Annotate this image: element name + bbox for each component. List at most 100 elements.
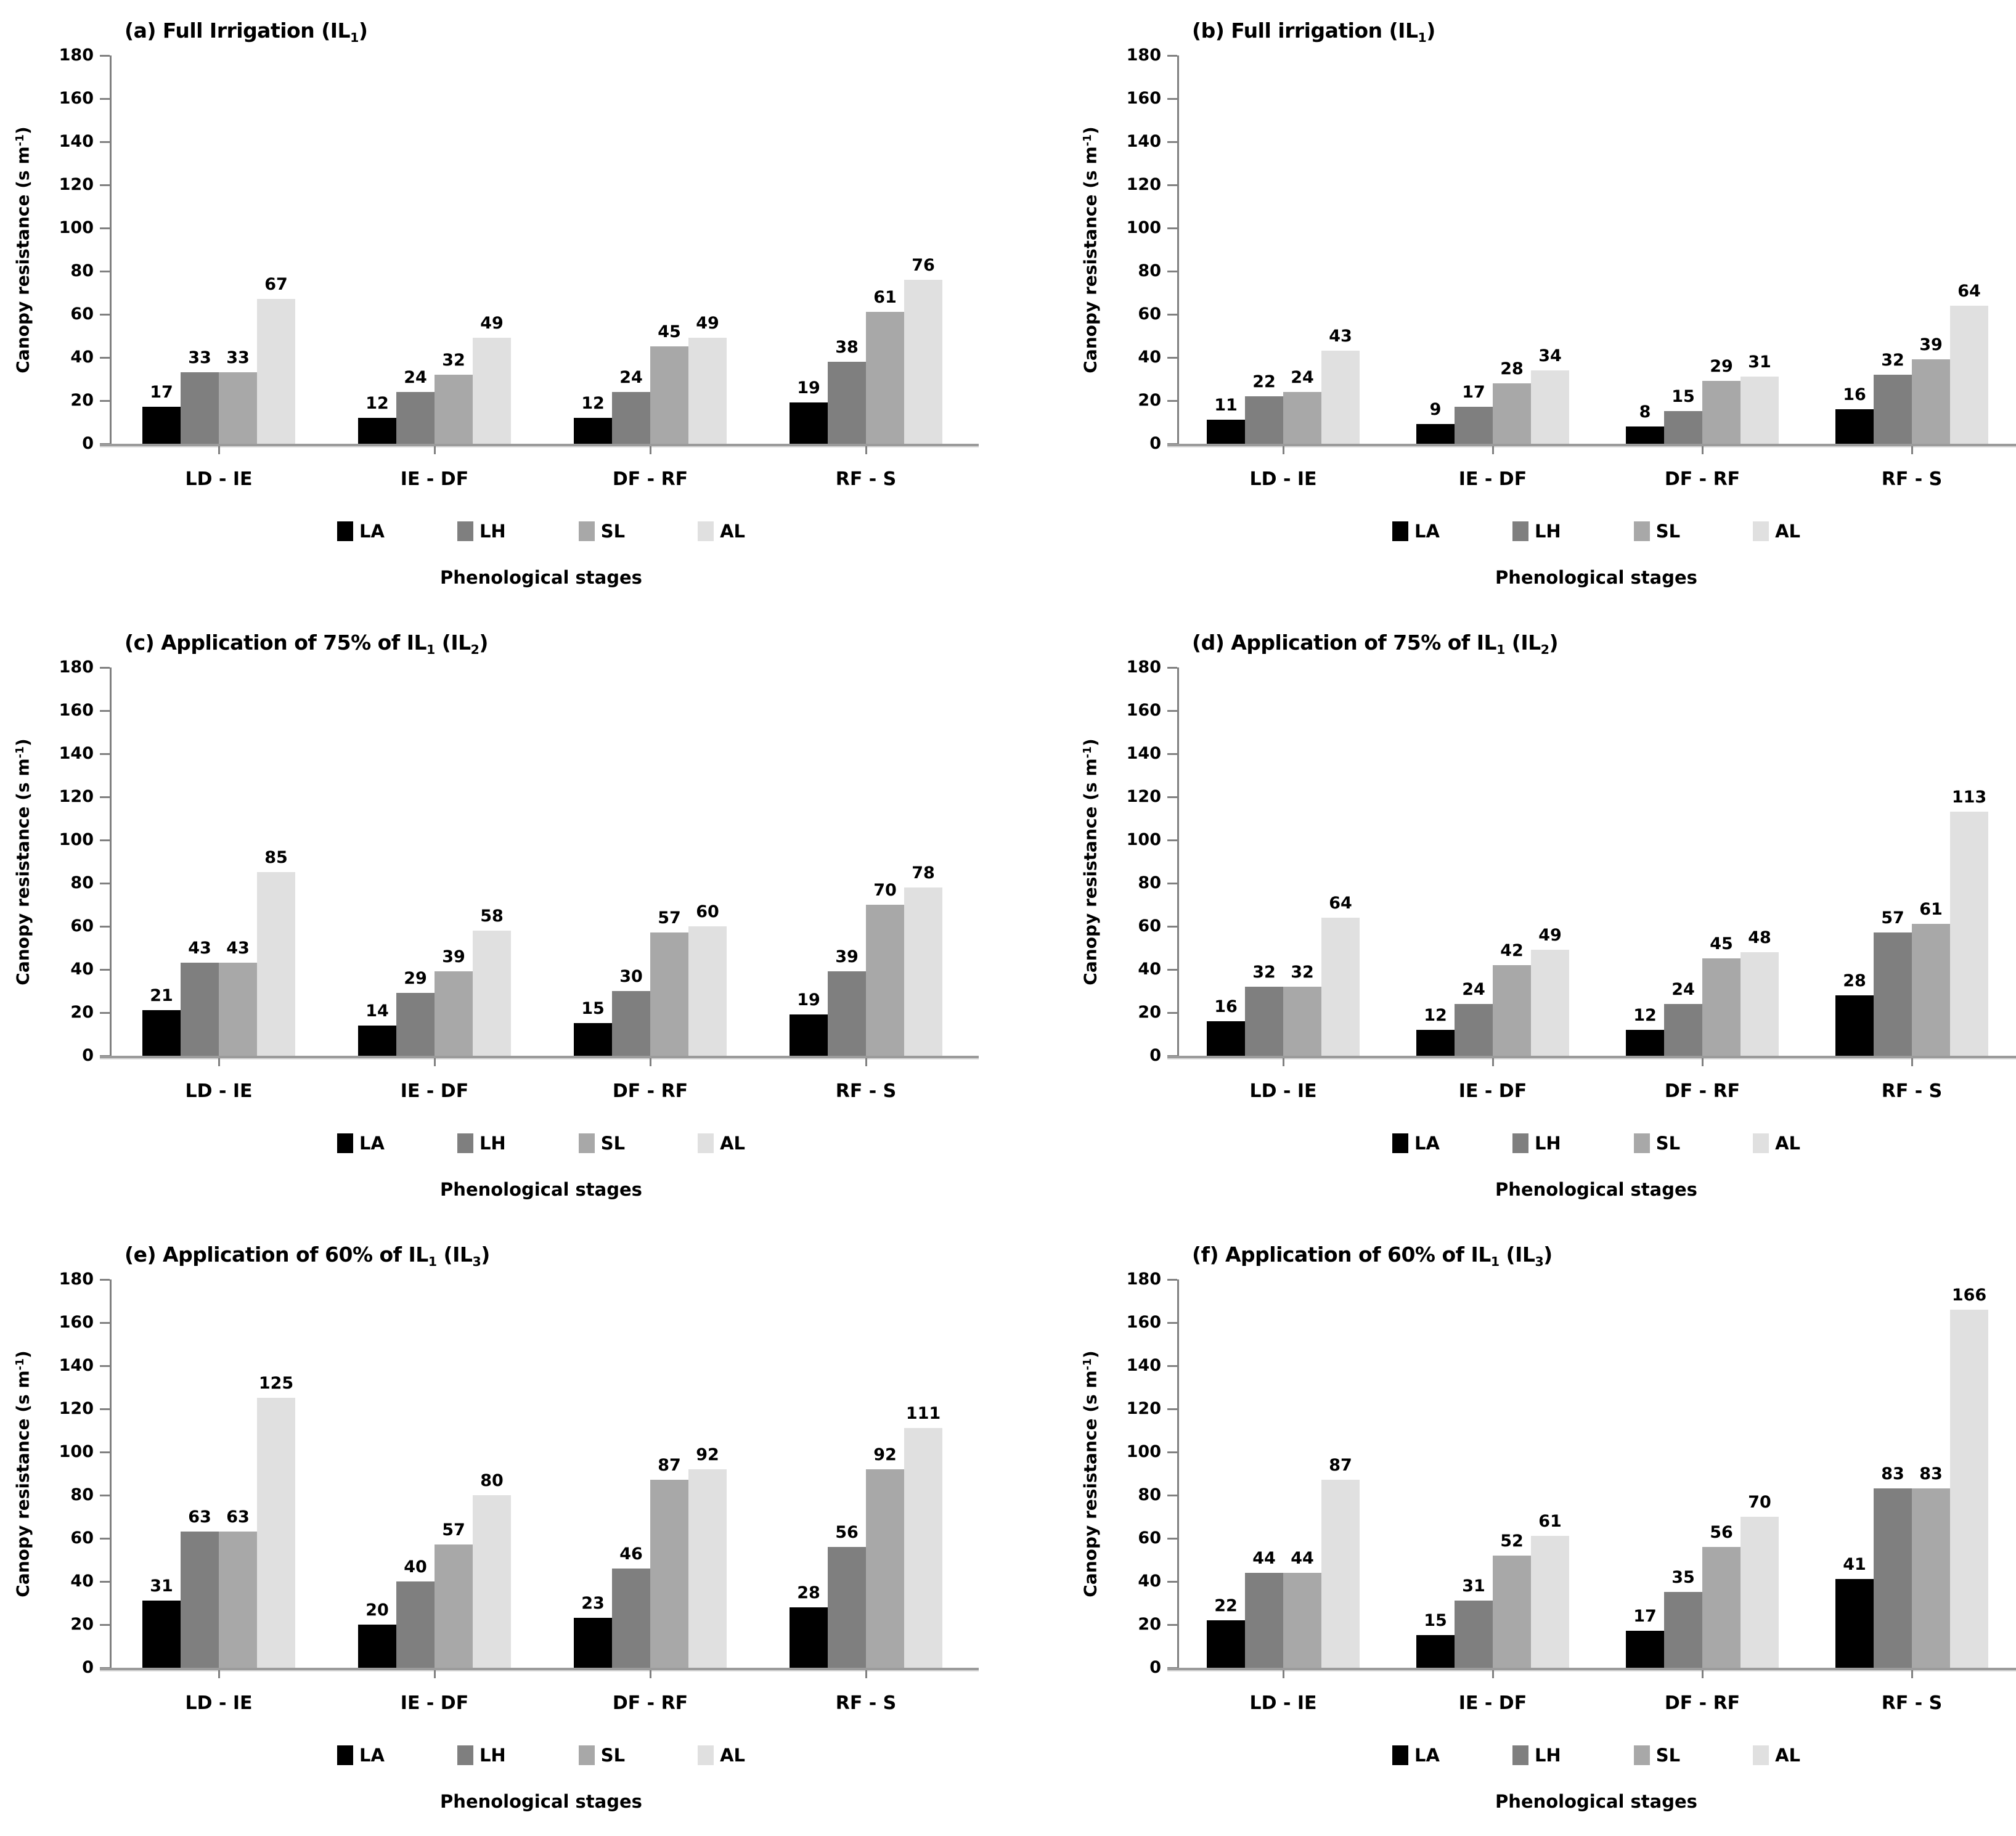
y-tick-mark	[100, 926, 110, 928]
bar-SL-0	[1283, 987, 1321, 1056]
y-axis-label: Canopy resistance (s m-1)	[1080, 126, 1101, 373]
legend-item-LH: LH	[1512, 1745, 1561, 1766]
y-tick-label: 0	[82, 434, 94, 453]
legend-swatch-LH	[1512, 1133, 1528, 1153]
x-category-label: LD - IE	[1249, 1692, 1317, 1714]
x-axis-line	[1167, 1668, 2016, 1671]
bar-LH-2	[612, 392, 650, 444]
bar-LH-1	[1455, 1004, 1493, 1056]
x-axis-title: Phenological stages	[1495, 1791, 1697, 1812]
bar-value-label: 32	[442, 351, 465, 370]
bar-LA-0	[142, 407, 181, 444]
title-supscript: -1	[1081, 1358, 1094, 1370]
y-tick-label: 120	[59, 1399, 94, 1418]
title-supscript: -1	[14, 746, 27, 758]
y-tick-label: 40	[1138, 960, 1161, 979]
legend-label-AL: AL	[1775, 521, 1800, 542]
chart-title-a: (a) Full Irrigation (IL1)	[124, 18, 368, 45]
x-tick-mark	[1911, 1670, 1913, 1678]
x-category-label: IE - DF	[400, 1080, 469, 1102]
x-category-label: LD - IE	[185, 468, 253, 490]
bar-value-label: 17	[1462, 383, 1485, 402]
bar-AL-2	[1741, 1517, 1779, 1668]
legend-swatch-AL	[1753, 1745, 1769, 1765]
legend-label-SL: SL	[600, 521, 626, 542]
bar-AL-3	[1950, 1310, 1988, 1668]
bar-LA-2	[1626, 1631, 1664, 1668]
legend-label-LH: LH	[479, 1745, 506, 1766]
y-tick-label: 60	[70, 1528, 94, 1548]
title-text-segment: (d) Application of 75% of IL	[1192, 630, 1497, 655]
legend-item-LH: LH	[1512, 521, 1561, 542]
bar-LA-0	[1207, 420, 1245, 444]
y-tick-mark	[1167, 926, 1177, 928]
title-supscript: -1	[1081, 134, 1094, 146]
bar-value-label: 28	[1500, 359, 1524, 378]
title-text-segment: (IL	[1504, 630, 1541, 655]
y-axis-line	[110, 55, 112, 444]
bar-SL-2	[1702, 1547, 1741, 1668]
bar-AL-1	[1531, 370, 1569, 444]
legend: LA LH SL AL	[110, 521, 973, 542]
x-axis-title: Phenological stages	[440, 567, 642, 588]
bar-AL-3	[904, 280, 942, 444]
legend-swatch-LA	[1392, 1745, 1408, 1765]
legend-swatch-SL	[1633, 1745, 1650, 1765]
bar-value-label: 23	[581, 1594, 605, 1613]
bar-SL-2	[650, 1480, 688, 1668]
x-category-label: RF - S	[835, 468, 897, 490]
y-tick-mark	[1167, 1538, 1177, 1540]
x-category-label: LD - IE	[185, 1080, 253, 1102]
y-tick-label: 20	[70, 391, 94, 410]
title-text-segment: )	[1426, 18, 1435, 43]
legend-item-AL: AL	[1753, 1133, 1800, 1154]
bar-LA-1	[358, 1625, 396, 1668]
x-category-label: IE - DF	[1458, 468, 1527, 490]
bar-value-label: 87	[658, 1456, 681, 1475]
y-tick-label: 40	[1138, 1572, 1161, 1591]
bar-value-label: 45	[658, 322, 681, 341]
x-tick-mark	[1492, 1058, 1494, 1066]
bar-value-label: 40	[404, 1557, 427, 1577]
y-tick-label: 80	[70, 261, 94, 280]
y-tick-label: 100	[59, 1442, 94, 1461]
x-category-label: IE - DF	[1458, 1692, 1527, 1714]
legend: LA LH SL AL	[110, 1133, 973, 1154]
y-axis-label-box: Canopy resistance (s m-1)	[1074, 1279, 1107, 1668]
title-subscript: 2	[470, 642, 480, 658]
y-tick-label: 180	[1126, 1270, 1161, 1289]
y-axis-label-box: Canopy resistance (s m-1)	[6, 667, 39, 1056]
x-category-label: DF - RF	[612, 1692, 688, 1714]
legend-swatch-LH	[457, 521, 473, 541]
chart-title-b: (b) Full irrigation (IL1)	[1192, 18, 1435, 45]
bar-value-label: 31	[150, 1577, 173, 1596]
bar-LH-3	[828, 971, 866, 1056]
title-subscript: 1	[426, 642, 435, 658]
bar-AL-1	[473, 1495, 511, 1668]
bar-value-label: 92	[873, 1445, 897, 1464]
y-tick-label: 60	[1138, 1528, 1161, 1548]
title-text-segment: )	[479, 630, 488, 655]
x-tick-mark	[434, 1058, 436, 1066]
x-category-label: IE - DF	[1458, 1080, 1527, 1102]
y-tick-mark	[100, 839, 110, 841]
bar-SL-0	[219, 963, 257, 1056]
x-tick-mark	[218, 1670, 220, 1678]
bar-value-label: 70	[1748, 1493, 1771, 1512]
bar-value-label: 33	[226, 348, 250, 367]
title-text-segment: )	[358, 18, 368, 43]
y-tick-label: 40	[70, 348, 94, 367]
y-tick-mark	[1167, 1012, 1177, 1014]
bar-value-label: 42	[1500, 941, 1524, 960]
bar-value-label: 22	[1252, 372, 1276, 391]
legend-label-SL: SL	[1655, 1745, 1681, 1766]
legend-label-LA: LA	[1414, 521, 1440, 542]
legend-label-SL: SL	[1655, 1133, 1681, 1154]
legend-label-AL: AL	[720, 521, 745, 542]
bar-value-label: 63	[188, 1508, 211, 1527]
legend-item-LA: LA	[337, 1133, 385, 1154]
title-text-segment: (f) Application of 60% of IL	[1192, 1242, 1491, 1267]
y-tick-label: 80	[1138, 261, 1161, 280]
bar-AL-0	[1321, 351, 1360, 444]
bar-SL-2	[650, 932, 688, 1056]
